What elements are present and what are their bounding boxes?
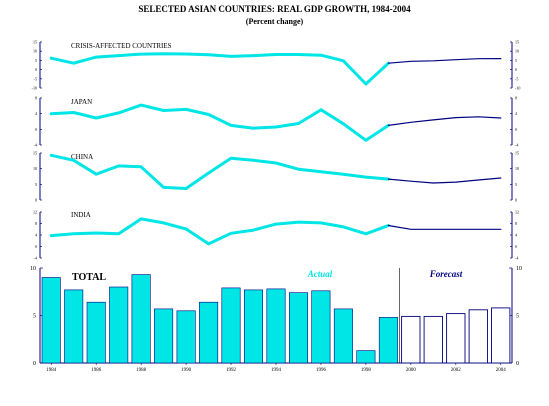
- y-tick-label-right: 0: [515, 244, 517, 249]
- y-tick-label-left: 12: [33, 210, 37, 215]
- y-tick-label-left: 0: [33, 361, 36, 367]
- bar-actual: [333, 308, 353, 364]
- bar-actual: [131, 274, 151, 364]
- y-tick-label-left: 5: [33, 314, 36, 320]
- series-line-forecast: [387, 177, 502, 184]
- bar-actual: [266, 288, 286, 364]
- x-tick-label: 1998: [361, 368, 372, 373]
- y-tick-label-right: 5: [515, 58, 517, 63]
- bar-actual: [176, 310, 196, 364]
- y-tick-label-left: 15: [33, 151, 37, 156]
- y-tick-label-left: 0: [35, 67, 37, 72]
- bar-actual: [221, 287, 241, 364]
- bar-forecast: [423, 315, 443, 364]
- x-tick-label: 1986: [91, 368, 102, 373]
- bar-actual: [244, 289, 264, 364]
- y-tick-label-right: 8: [515, 221, 517, 226]
- x-tick-label: 1984: [46, 368, 57, 373]
- x-tick-label: 1990: [181, 368, 192, 373]
- bar-forecast: [446, 313, 466, 364]
- bar-actual: [288, 292, 308, 364]
- series-line-forecast: [387, 224, 502, 230]
- y-tick-label-right: 0: [515, 198, 517, 203]
- bar-actual: [64, 289, 84, 364]
- y-tick-label-left: -4: [34, 143, 37, 148]
- bar-actual: [154, 308, 174, 364]
- y-tick-label-right: -4: [515, 256, 518, 261]
- bar-actual: [86, 301, 106, 364]
- y-tick-label-left: 0: [35, 127, 37, 132]
- y-tick-label-left: -10: [32, 86, 37, 91]
- y-tick-label-right: 15: [515, 151, 519, 156]
- y-tick-label-left: -4: [34, 256, 37, 261]
- panel-india: 12 12 8 8 4 4 0 0 -4 -4 INDIA: [33, 210, 519, 261]
- bar-actual: [311, 290, 331, 364]
- y-tick-label-right: 8: [515, 96, 517, 101]
- y-tick-label-right: 5: [516, 314, 519, 320]
- bar-actual: [378, 317, 398, 364]
- y-tick-label-left: 4: [35, 111, 37, 116]
- y-tick-label-right: 0: [515, 67, 517, 72]
- panel-china: 15 15 10 10 5 5 0 0 CHINA: [33, 151, 519, 203]
- bar-actual: [199, 301, 219, 364]
- y-tick-label-left: 10: [30, 266, 36, 272]
- y-tick-label-right: 5: [515, 182, 517, 187]
- panel-total: 10 10 5 5 0 0 1984 1986 1988 1990 1992 1994 1996 1998…: [30, 266, 522, 373]
- x-tick-label: 2000: [406, 368, 417, 373]
- chart-subtitle: (Percent change): [246, 17, 304, 26]
- x-tick-label: 2002: [451, 368, 462, 373]
- series-line-actual: [49, 52, 390, 86]
- legend-forecast: Forecast: [429, 269, 463, 279]
- x-tick-label: 1988: [136, 368, 147, 373]
- bar-actual: [41, 277, 61, 364]
- panel-crisis-affected-countries: 15 15 10 10 5 5 0 0 -5 -5 -10 -10 CRISIS-AFFECTED CO…: [32, 40, 521, 91]
- series-line-actual: [49, 153, 390, 190]
- x-tick-label: 1996: [316, 368, 327, 373]
- y-tick-label-left: 0: [35, 244, 37, 249]
- y-tick-label-left: 10: [33, 166, 37, 171]
- y-tick-label-left: 5: [35, 182, 37, 187]
- panel-title: CHINA: [71, 153, 93, 161]
- legend-actual: Actual: [307, 269, 333, 279]
- y-tick-label-left: 8: [35, 96, 37, 101]
- y-tick-label-right: 15: [515, 40, 519, 45]
- y-tick-label-right: 0: [516, 361, 519, 367]
- y-tick-label-left: 15: [33, 40, 37, 45]
- y-tick-label-left: 0: [35, 198, 37, 203]
- y-tick-label-right: -4: [515, 143, 518, 148]
- y-tick-label-right: 10: [515, 49, 519, 54]
- y-tick-label-left: -5: [34, 76, 37, 81]
- y-tick-label-right: 10: [516, 266, 522, 272]
- y-tick-label-right: 12: [515, 210, 519, 215]
- bar-forecast: [468, 309, 488, 364]
- y-tick-label-left: 4: [35, 233, 37, 238]
- y-tick-label-right: 0: [515, 127, 517, 132]
- y-tick-label-right: -5: [515, 76, 518, 81]
- y-tick-label-right: 4: [515, 233, 517, 238]
- y-tick-label-left: 10: [33, 49, 37, 54]
- y-tick-label-right: 10: [515, 166, 519, 171]
- bar-actual: [356, 350, 376, 364]
- series-line-forecast: [387, 57, 502, 64]
- x-tick-label: 1994: [271, 368, 282, 373]
- bar-actual: [109, 286, 129, 364]
- bar-forecast: [491, 307, 511, 364]
- bar-forecast: [401, 315, 421, 364]
- series-line-actual: [49, 103, 390, 142]
- panel-title: INDIA: [71, 211, 91, 219]
- panel-title: CRISIS-AFFECTED COUNTRIES: [71, 42, 172, 50]
- series-line-actual: [49, 217, 390, 246]
- panel-title: TOTAL: [72, 272, 106, 283]
- panel-japan: 8 8 4 4 0 0 -4 -4 JAPAN: [34, 96, 519, 148]
- y-tick-label-left: 5: [35, 58, 37, 63]
- panel-title: JAPAN: [71, 98, 92, 106]
- y-tick-label-right: 4: [515, 111, 517, 116]
- y-tick-label-left: 8: [35, 221, 37, 226]
- x-tick-label: 1992: [226, 368, 237, 373]
- chart-title: SELECTED ASIAN COUNTRIES: REAL GDP GROWT…: [138, 4, 411, 14]
- y-tick-label-right: -10: [515, 86, 520, 91]
- x-tick-label: 2004: [496, 368, 507, 373]
- series-line-forecast: [387, 116, 502, 127]
